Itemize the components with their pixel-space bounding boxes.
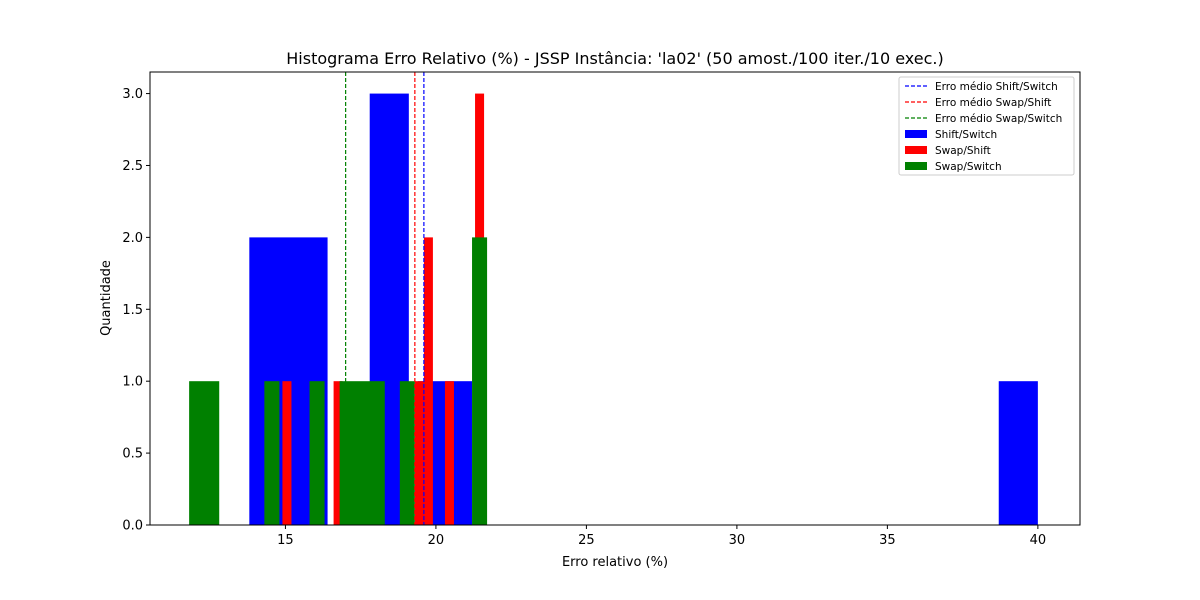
y-tick-label: 1.5 xyxy=(122,303,143,318)
mean-lines-layer xyxy=(345,72,425,525)
x-tick-label: 20 xyxy=(428,533,445,548)
bar-swap-switch-1 xyxy=(264,381,280,525)
y-tick-label: 2.0 xyxy=(122,231,143,246)
legend-label-erro-m-dio-swap-shift: Erro médio Swap/Shift xyxy=(935,97,1051,109)
bar-swap-switch-4 xyxy=(399,381,415,525)
plot-frame xyxy=(149,71,1081,526)
x-tick-label: 30 xyxy=(729,533,746,548)
legend-swatch-shift-switch xyxy=(905,130,927,138)
legend-box xyxy=(898,76,1075,176)
bar-swap-switch-2 xyxy=(309,381,325,525)
legend-label-erro-m-dio-swap-switch: Erro médio Swap/Switch xyxy=(935,113,1062,125)
bar-swap-switch-0 xyxy=(189,381,220,525)
legend-swatch-swap-switch xyxy=(905,162,927,170)
bar-swap-switch-5 xyxy=(472,237,488,525)
legend-label-swap-shift: Swap/Shift xyxy=(935,145,991,157)
y-tick-label: 3.0 xyxy=(122,87,143,102)
x-axis-ticks: 15 20 25 30 35 40 xyxy=(277,525,1046,548)
x-tick-label: 25 xyxy=(578,533,595,548)
bar-swap-shift-3 xyxy=(423,237,433,525)
bar-swap-shift-2 xyxy=(414,381,424,525)
bars-layer xyxy=(189,93,1038,526)
bar-swap-shift-4 xyxy=(444,381,454,525)
x-tick-label: 35 xyxy=(879,533,896,548)
chart-title: Histograma Erro Relativo (%) - JSSP Inst… xyxy=(286,49,943,68)
legend-label-swap-switch: Swap/Switch xyxy=(935,161,1002,173)
bar-swap-shift-1 xyxy=(333,381,343,525)
y-axis-label: Quantidade xyxy=(99,260,114,336)
x-tick-label: 40 xyxy=(1030,533,1047,548)
y-tick-label: 0.5 xyxy=(122,447,143,462)
legend-label-erro-m-dio-shift-switch: Erro médio Shift/Switch xyxy=(935,81,1058,93)
legend: Erro médio Shift/Switch Erro médio Swap/S… xyxy=(898,76,1075,176)
y-tick-label: 0.0 xyxy=(122,519,143,534)
legend-label-shift-switch: Shift/Switch xyxy=(935,129,997,141)
x-axis-label: Erro relativo (%) xyxy=(562,555,668,570)
legend-swatch-swap-shift xyxy=(905,146,927,154)
bar-swap-switch-3 xyxy=(339,381,385,525)
y-axis-ticks: 0.0 0.5 1.0 1.5 2.0 2.5 3.0 xyxy=(122,87,150,534)
y-tick-label: 1.0 xyxy=(122,375,143,390)
bar-shift-switch-4 xyxy=(998,381,1038,525)
x-tick-label: 15 xyxy=(277,533,294,548)
y-tick-label: 2.5 xyxy=(122,159,143,174)
bar-swap-shift-0 xyxy=(282,381,292,525)
bar-shift-switch-3 xyxy=(456,381,473,525)
